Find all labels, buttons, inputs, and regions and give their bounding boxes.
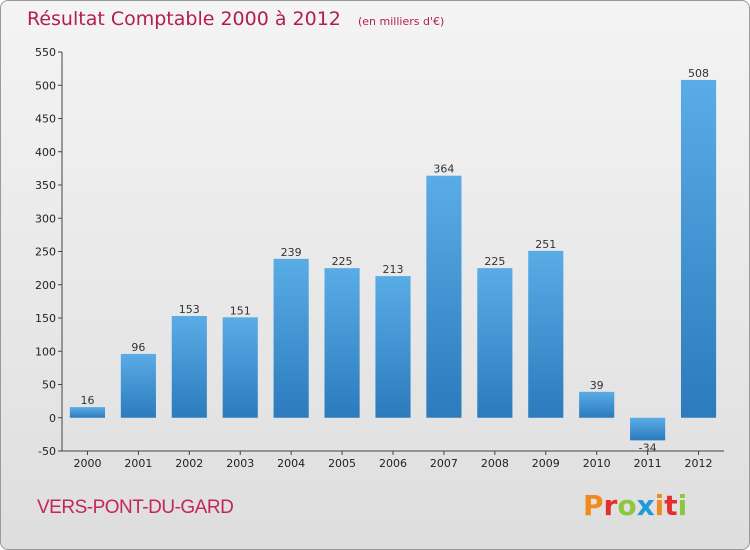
- proxiti-logo[interactable]: Proxiti: [583, 489, 687, 522]
- logo-letter: o: [617, 489, 637, 522]
- logo-letter: x: [636, 489, 655, 522]
- data-label-2005: 225: [332, 255, 353, 268]
- logo-letter: i: [654, 489, 665, 522]
- data-label-2008: 225: [484, 255, 505, 268]
- data-label-2009: 251: [535, 238, 556, 251]
- x-tick-label: 2006: [379, 457, 407, 470]
- x-tick-label: 2003: [226, 457, 254, 470]
- data-label-2010: 39: [590, 379, 604, 392]
- y-tick-label: 150: [35, 312, 56, 325]
- x-tick-label: 2002: [175, 457, 203, 470]
- y-tick-label: 200: [35, 279, 56, 292]
- bar-2005: [324, 268, 360, 418]
- x-tick-label: 2008: [481, 457, 509, 470]
- y-tick-label: 550: [35, 46, 56, 59]
- data-label-2001: 96: [131, 341, 145, 354]
- bar-2010: [579, 391, 615, 418]
- data-label-2003: 151: [230, 304, 251, 317]
- bars: [69, 79, 717, 441]
- x-tick-label: 2004: [277, 457, 305, 470]
- bar-2011: [630, 417, 666, 441]
- bar-2000: [69, 407, 106, 418]
- y-tick-label: 350: [35, 179, 56, 192]
- y-tick-label: 400: [35, 146, 56, 159]
- data-label-2004: 239: [281, 246, 302, 259]
- x-tick-label: 2000: [73, 457, 101, 470]
- bar-2007: [426, 175, 462, 418]
- bar-2001: [120, 353, 156, 418]
- location-name: VERS-PONT-DU-GARD: [37, 497, 234, 518]
- x-tick-label: 2007: [430, 457, 458, 470]
- data-label-2012: 508: [688, 67, 709, 80]
- bar-2008: [477, 268, 513, 418]
- y-tick-label: -50: [38, 445, 56, 458]
- y-tick-label: 450: [35, 113, 56, 126]
- x-tick-label: 2011: [634, 457, 662, 470]
- data-label-2002: 153: [179, 303, 200, 316]
- logo-letter: r: [603, 489, 618, 522]
- x-tick-label: 2010: [583, 457, 611, 470]
- logo-letter: i: [677, 489, 688, 522]
- bar-2006: [375, 276, 411, 418]
- bar-2003: [222, 317, 258, 418]
- y-tick-label: 500: [35, 79, 56, 92]
- data-labels: 16 96 153 151 239 225 213 364 225 251 39 -34 508: [80, 67, 709, 454]
- y-tick-label: 300: [35, 212, 56, 225]
- data-label-2000: 16: [80, 394, 94, 407]
- chart-title: Résultat Comptable 2000 à 2012: [27, 8, 341, 30]
- bar-2012: [680, 79, 717, 418]
- chart-subtitle: (en milliers d'€): [357, 15, 445, 28]
- bar-2004: [273, 258, 309, 418]
- bar-2009: [528, 250, 564, 418]
- data-label-2006: 213: [383, 263, 404, 276]
- y-tick-label: 50: [42, 379, 56, 392]
- bar-2002: [171, 316, 207, 418]
- y-tick-label: 100: [35, 345, 56, 358]
- y-tick-label: 0: [49, 412, 56, 425]
- data-label-2011: -34: [639, 441, 657, 454]
- x-tick-label: 2009: [532, 457, 560, 470]
- x-tick-label: 2001: [124, 457, 152, 470]
- y-tick-label: 250: [35, 246, 56, 259]
- x-tick-label: 2012: [685, 457, 713, 470]
- x-tick-label: 2005: [328, 457, 356, 470]
- logo-letter: t: [664, 489, 678, 522]
- axes: -50 0 50 100 150 200 250 300 350 400 450 500 550 2000…: [35, 46, 724, 470]
- data-label-2007: 364: [433, 163, 454, 176]
- logo-letter: P: [583, 489, 604, 522]
- chart-title-block: Résultat Comptable 2000 à 2012 (en milli…: [27, 8, 444, 30]
